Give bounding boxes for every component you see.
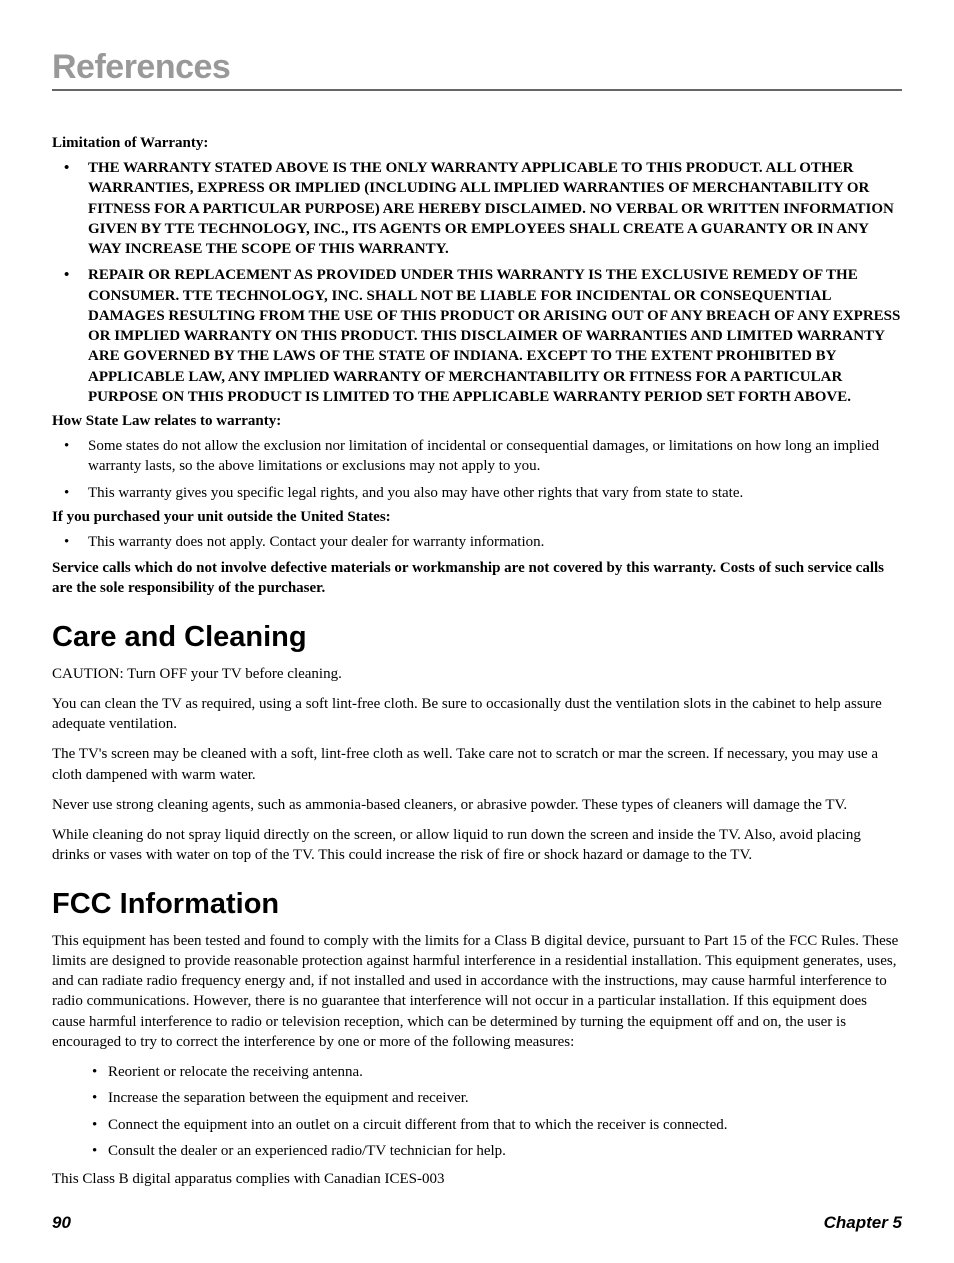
limitation-heading: Limitation of Warranty: xyxy=(52,135,902,152)
list-item: This warranty gives you specific legal r… xyxy=(52,483,902,503)
fcc-p1: This equipment has been tested and found… xyxy=(52,931,902,1053)
care-p5: While cleaning do not spray liquid direc… xyxy=(52,825,902,866)
care-p1: CAUTION: Turn OFF your TV before cleanin… xyxy=(52,664,902,684)
list-item: This warranty does not apply. Contact yo… xyxy=(52,532,902,552)
care-heading: Care and Cleaning xyxy=(52,621,902,654)
chapter-label: Chapter 5 xyxy=(824,1213,902,1233)
state-law-list: Some states do not allow the exclusion n… xyxy=(52,436,902,503)
fcc-p2: This Class B digital apparatus complies … xyxy=(52,1169,902,1189)
care-p2: You can clean the TV as required, using … xyxy=(52,694,902,735)
page-footer: 90 Chapter 5 xyxy=(52,1213,902,1233)
fcc-bullets: Reorient or relocate the receiving anten… xyxy=(52,1062,902,1161)
care-p3: The TV's screen may be cleaned with a so… xyxy=(52,744,902,785)
page-number: 90 xyxy=(52,1213,71,1233)
service-calls-text: Service calls which do not involve defec… xyxy=(52,558,902,599)
list-item: Connect the equipment into an outlet on … xyxy=(52,1115,902,1135)
list-item: Consult the dealer or an experienced rad… xyxy=(52,1141,902,1161)
list-item: Reorient or relocate the receiving anten… xyxy=(52,1062,902,1082)
list-item: Increase the separation between the equi… xyxy=(52,1088,902,1108)
list-item: Some states do not allow the exclusion n… xyxy=(52,436,902,477)
list-item: THE WARRANTY STATED ABOVE IS THE ONLY WA… xyxy=(52,158,902,259)
list-item: REPAIR OR REPLACEMENT AS PROVIDED UNDER … xyxy=(52,265,902,407)
state-law-heading: How State Law relates to warranty: xyxy=(52,413,902,430)
fcc-heading: FCC Information xyxy=(52,888,902,921)
care-p4: Never use strong cleaning agents, such a… xyxy=(52,795,902,815)
outside-us-heading: If you purchased your unit outside the U… xyxy=(52,509,902,526)
outside-us-list: This warranty does not apply. Contact yo… xyxy=(52,532,902,552)
limitation-list: THE WARRANTY STATED ABOVE IS THE ONLY WA… xyxy=(52,158,902,407)
page-title: References xyxy=(52,48,902,91)
